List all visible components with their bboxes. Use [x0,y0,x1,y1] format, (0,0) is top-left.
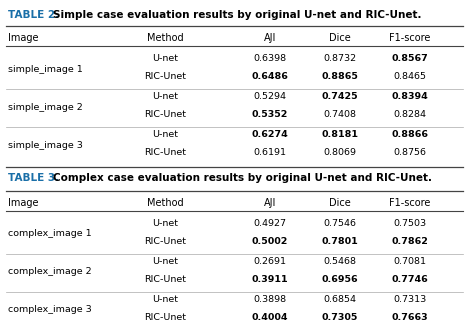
Text: AJI: AJI [264,198,276,208]
Text: 0.7746: 0.7746 [392,275,428,284]
Text: 0.7408: 0.7408 [324,110,356,119]
Text: simple_image 1: simple_image 1 [8,65,83,73]
Text: 0.8866: 0.8866 [392,130,429,139]
Text: complex_image 2: complex_image 2 [8,267,91,276]
Text: simple_image 2: simple_image 2 [8,103,83,112]
Text: U-net: U-net [152,257,178,266]
Text: 0.8181: 0.8181 [322,130,358,139]
Text: 0.7081: 0.7081 [393,257,426,266]
Text: 0.8865: 0.8865 [322,72,358,81]
Text: 0.5352: 0.5352 [252,110,288,119]
Text: 0.7503: 0.7503 [393,219,427,228]
Text: 0.3898: 0.3898 [253,295,287,304]
Text: 0.8732: 0.8732 [324,54,356,63]
Text: Method: Method [147,33,183,43]
Text: 0.6274: 0.6274 [252,130,288,139]
Text: TABLE 2.: TABLE 2. [8,10,59,20]
Text: 0.8567: 0.8567 [392,54,428,63]
Text: RIC-Unet: RIC-Unet [144,275,186,284]
Text: Image: Image [8,33,38,43]
Text: RIC-Unet: RIC-Unet [144,72,186,81]
Text: 0.6398: 0.6398 [253,54,287,63]
Text: AJI: AJI [264,33,276,43]
Text: complex_image 3: complex_image 3 [8,306,92,314]
Text: 0.2691: 0.2691 [254,257,287,266]
Text: 0.8069: 0.8069 [324,148,356,157]
Text: U-net: U-net [152,295,178,304]
Text: 0.7425: 0.7425 [322,92,358,101]
Text: 0.7801: 0.7801 [322,237,358,246]
Text: U-net: U-net [152,219,178,228]
Text: 0.8465: 0.8465 [393,72,426,81]
Text: 0.4004: 0.4004 [252,313,288,322]
Text: Image: Image [8,198,38,208]
Text: RIC-Unet: RIC-Unet [144,313,186,322]
Text: 0.7663: 0.7663 [392,313,428,322]
Text: RIC-Unet: RIC-Unet [144,237,186,246]
Text: 0.7305: 0.7305 [322,313,358,322]
Text: 0.5294: 0.5294 [254,92,287,101]
Text: TABLE 3.: TABLE 3. [8,173,59,183]
Text: U-net: U-net [152,92,178,101]
Text: 0.7546: 0.7546 [324,219,356,228]
Text: 0.7862: 0.7862 [392,237,429,246]
Text: 0.7313: 0.7313 [393,295,427,304]
Text: Complex case evaluation results by original U-net and RIC-Unet.: Complex case evaluation results by origi… [53,173,432,183]
Text: 0.6854: 0.6854 [324,295,356,304]
Text: 0.4927: 0.4927 [254,219,287,228]
Text: U-net: U-net [152,54,178,63]
Text: RIC-Unet: RIC-Unet [144,110,186,119]
Text: 0.5468: 0.5468 [324,257,356,266]
Text: F1-score: F1-score [389,33,431,43]
Text: RIC-Unet: RIC-Unet [144,148,186,157]
Text: complex_image 1: complex_image 1 [8,229,91,239]
Text: F1-score: F1-score [389,198,431,208]
Text: Dice: Dice [329,33,351,43]
Text: 0.8394: 0.8394 [392,92,428,101]
Text: 0.3911: 0.3911 [252,275,288,284]
Text: 0.8284: 0.8284 [393,110,426,119]
Text: 0.6956: 0.6956 [322,275,358,284]
Text: Dice: Dice [329,198,351,208]
Text: 0.8756: 0.8756 [393,148,426,157]
Text: U-net: U-net [152,130,178,139]
Text: 0.6191: 0.6191 [254,148,287,157]
Text: 0.5002: 0.5002 [252,237,288,246]
Text: Method: Method [147,198,183,208]
Text: 0.6486: 0.6486 [251,72,288,81]
Text: simple_image 3: simple_image 3 [8,140,83,150]
Text: Simple case evaluation results by original U-net and RIC-Unet.: Simple case evaluation results by origin… [53,10,422,20]
